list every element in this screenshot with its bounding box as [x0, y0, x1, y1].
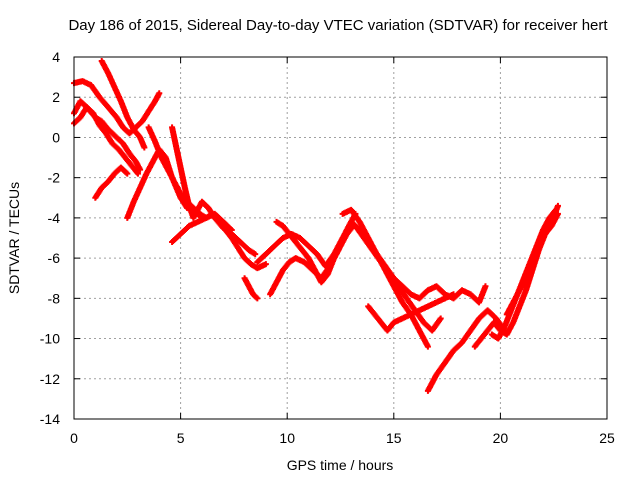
y-tick-label: -2 [48, 170, 61, 186]
x-tick-label: 0 [70, 430, 78, 446]
x-tick-label: 20 [493, 430, 509, 446]
y-tick-label: 2 [52, 89, 60, 105]
series-16 [365, 291, 457, 334]
axis-ticks [73, 56, 608, 420]
data-points [71, 58, 561, 394]
series-13 [267, 210, 359, 298]
series-20 [503, 210, 561, 318]
series-8 [169, 124, 259, 258]
y-tick-label: -12 [40, 371, 60, 387]
series-3 [71, 104, 141, 177]
data-point [450, 291, 457, 298]
plot-frame [73, 56, 608, 420]
chart-title: Day 186 of 2015, Sidereal Day-to-day VTE… [68, 17, 608, 34]
grid-lines [74, 57, 607, 419]
x-tick-label: 10 [279, 430, 295, 446]
x-tick-labels: 0 5 10 15 20 25 [70, 430, 615, 446]
y-tick-label: 4 [52, 49, 60, 65]
data-point [482, 283, 489, 290]
series-10 [241, 275, 261, 302]
series-9 [169, 210, 235, 246]
y-tick-label: 0 [52, 129, 60, 145]
data-point [124, 170, 131, 177]
data-point [134, 170, 141, 177]
y-tick-label: -6 [48, 250, 61, 266]
series-5 [98, 58, 148, 151]
x-axis-label: GPS time / hours [287, 457, 394, 473]
y-tick-label: -4 [48, 210, 61, 226]
data-point [252, 251, 259, 258]
data-point [156, 90, 163, 97]
y-tick-label: -10 [40, 331, 60, 347]
series-15 [352, 222, 444, 334]
series-4 [92, 164, 131, 201]
data-point [262, 261, 269, 268]
data-point [554, 210, 561, 217]
data-point [254, 295, 261, 302]
x-tick-label: 15 [386, 430, 402, 446]
data-point [228, 226, 235, 233]
x-tick-label: 5 [177, 430, 185, 446]
data-point [552, 206, 559, 213]
data-point [437, 315, 444, 322]
y-tick-labels: -14 -12 -10 -8 -6 -4 -2 0 2 4 [40, 49, 60, 427]
y-tick-label: -14 [40, 411, 60, 427]
data-point [141, 144, 148, 151]
y-axis-label: SDTVAR / TECUs [6, 182, 22, 294]
y-tick-label: -8 [48, 290, 61, 306]
x-tick-label: 25 [599, 430, 615, 446]
data-point [554, 202, 561, 209]
data-point [424, 343, 431, 350]
